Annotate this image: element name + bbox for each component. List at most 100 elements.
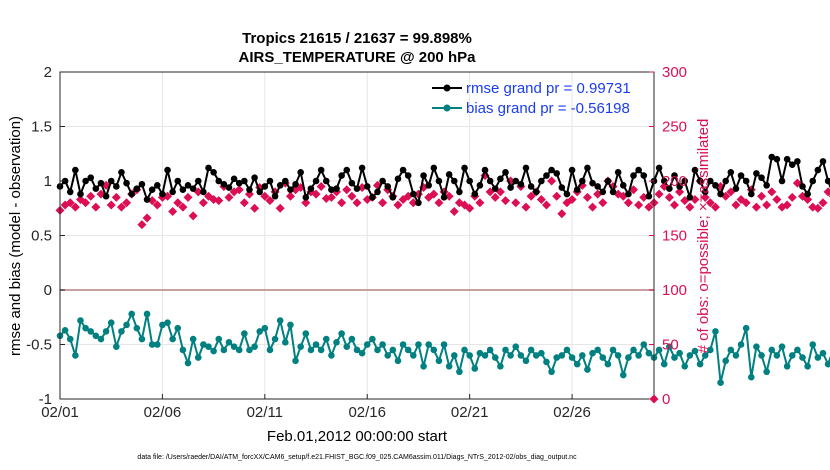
rmse-point [430, 164, 438, 172]
bias-point [153, 341, 161, 348]
obs-point [86, 191, 96, 201]
obs-point [188, 211, 198, 221]
bias-point [491, 354, 499, 361]
bias-point [768, 346, 776, 354]
bias-point [538, 349, 545, 357]
rmse-point [328, 186, 335, 194]
bias-point [82, 324, 89, 332]
rmse-point [747, 190, 755, 198]
obs-point [152, 200, 162, 210]
rmse-point [497, 175, 504, 183]
bias-point [297, 343, 304, 350]
bias-point [425, 341, 432, 348]
obs-point [70, 202, 80, 212]
obs-point [823, 187, 830, 197]
rmse-point [148, 186, 156, 194]
bias-point [476, 349, 484, 357]
rmse-point [614, 168, 622, 176]
bias-point [471, 365, 479, 372]
rmse-point [317, 166, 325, 174]
rmse-point [461, 164, 468, 172]
rmse-point [292, 180, 299, 188]
bias-point [138, 335, 146, 343]
bias-point [717, 379, 724, 386]
rmse-point [394, 175, 402, 183]
obs-point [787, 192, 797, 202]
obs-point [644, 202, 654, 212]
rmse-point [128, 190, 135, 198]
rmse-point [215, 177, 223, 185]
obs-point [475, 198, 485, 208]
bias-point [640, 341, 648, 348]
x-tick-label: 02/26 [553, 404, 591, 421]
bias-point [184, 359, 192, 367]
obs-point [767, 187, 777, 197]
rmse-point [481, 166, 489, 174]
rmse-point [189, 185, 197, 192]
rmse-point [225, 184, 233, 191]
chart-title: Tropics 21615 / 21637 = 99.898% [242, 30, 472, 47]
bias-point [92, 332, 100, 340]
rmse-point [456, 188, 463, 196]
rmse-point [200, 188, 207, 196]
x-axis: 02/01 02/06 02/11 02/16 02/21 02/26 [41, 394, 591, 421]
rmse-point [235, 179, 243, 187]
bias-point [666, 343, 673, 350]
obs-point [142, 213, 152, 223]
rmse-point [66, 188, 74, 196]
bias-point [143, 310, 151, 318]
rmse-point [722, 177, 729, 185]
obs-point [239, 198, 249, 208]
rmse-point [568, 166, 576, 174]
obs-point [352, 198, 362, 208]
rmse-point [302, 194, 310, 201]
rmse-point [507, 184, 514, 191]
rmse-point [113, 183, 120, 190]
bias-point [215, 335, 223, 343]
obs-point [710, 202, 720, 212]
bias-point [502, 346, 509, 354]
bias-point [159, 321, 166, 329]
bias-point [609, 346, 617, 354]
bias-point [732, 352, 740, 359]
y-right-tick-label: 150 [662, 228, 687, 245]
bias-point [87, 328, 95, 335]
obs-point [275, 203, 285, 213]
y-left-tick-label: -0.5 [26, 337, 52, 354]
rmse-point [179, 186, 187, 194]
rmse-point [517, 180, 525, 188]
obs-point [757, 191, 767, 201]
obs-point [429, 189, 439, 199]
bias-point [312, 341, 320, 348]
rmse-point [809, 177, 817, 185]
obs-point [65, 198, 75, 208]
rmse-point [230, 175, 238, 183]
bias-point [251, 343, 258, 350]
bias-point [727, 346, 735, 354]
bias-point [696, 360, 704, 368]
obs-point [214, 196, 224, 206]
rmse-point [287, 186, 294, 194]
bias-point [410, 352, 417, 359]
rmse-point [584, 164, 591, 172]
rmse-point [338, 172, 345, 179]
bias-point [174, 324, 182, 332]
bias-point [783, 363, 791, 370]
rmse-point [471, 190, 479, 198]
obs-point [326, 192, 336, 202]
bias-point [548, 368, 555, 376]
rmse-point [466, 177, 473, 185]
bias-point [246, 346, 253, 354]
rmse-point [348, 179, 356, 187]
obs-point [178, 202, 188, 212]
bias-point [799, 354, 806, 361]
bias-point [287, 321, 294, 329]
y-left-tick-label: 1.5 [31, 119, 52, 136]
obs-point [705, 198, 715, 208]
bias-point [497, 363, 504, 370]
rmse-point [599, 188, 607, 196]
bias-point [61, 327, 69, 334]
rmse-point [369, 194, 376, 201]
bias-point [635, 352, 642, 359]
rmse-point [445, 171, 453, 178]
